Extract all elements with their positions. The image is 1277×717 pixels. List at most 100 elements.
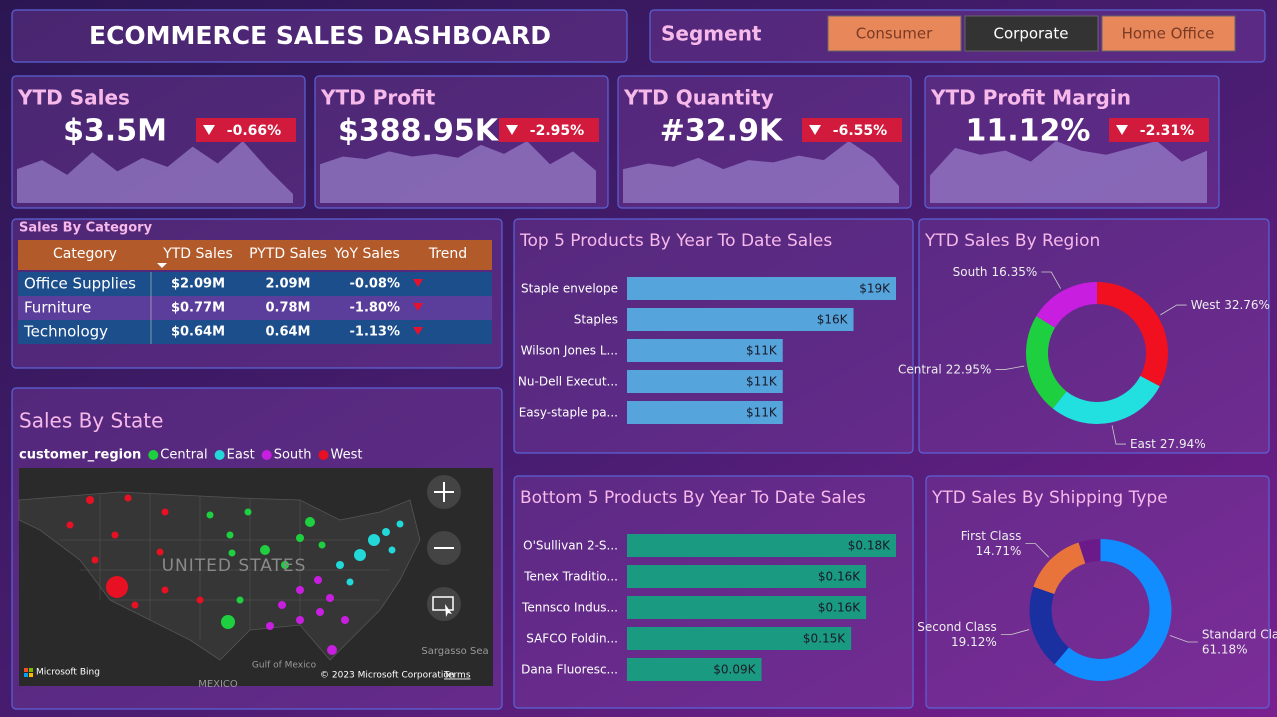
bar-category: Tenex Traditio... [523,570,618,584]
table-cell: -1.80% [350,301,401,316]
bing-logo [24,668,33,677]
slice-name: Central [898,362,942,376]
kpi-change: -2.31% [1140,123,1194,139]
kpi-value: $3.5M [63,114,167,149]
bar [627,565,867,588]
legend-title: customer_region [19,448,141,463]
down-arrow [506,125,518,135]
legend-marker [318,450,329,460]
bar-value-label: $19K [859,282,891,296]
segment-button-label: Corporate [994,25,1069,43]
table-header-bg [18,240,492,270]
map-label: Gulf of Mexico [252,661,317,671]
attribution: © 2023 Microsoft Corporation [320,671,455,681]
slice-label: West 32.76% [1191,298,1270,312]
donut-slice [1033,542,1086,594]
kpi-value: #32.9K [660,114,784,149]
table-row-bg [18,272,492,296]
kpi-value: 11.12% [966,114,1091,149]
bar-category: Tennsco Indus... [521,601,618,615]
table-cell: Furniture [24,299,91,317]
dashboard-title: ECOMMERCE SALES DASHBOARD [89,21,551,50]
legend-label: South [274,448,312,463]
bar-category: Staple envelope [521,282,618,296]
bar [627,277,896,300]
bar [627,658,762,681]
table-cell: -0.08% [350,277,401,292]
bar-value-label: $0.15K [803,632,846,646]
panel [918,218,1270,454]
donut-slice [1054,539,1172,681]
chart-title: Top 5 Products By Year To Date Sales [519,231,832,251]
map-label: MEXICO [198,679,238,690]
table-title: Sales By Category [19,221,153,236]
chart-title: YTD Sales By Region [924,231,1100,251]
kpi-change: -2.95% [530,123,584,139]
trend-arrow [413,327,423,335]
segment-button[interactable]: Home Office [1101,15,1236,52]
slice-value: 22.95% [946,362,992,376]
kpi-badge [499,118,599,142]
map-zoom-out[interactable] [427,531,461,565]
slice-value: 61.18% [1202,642,1248,656]
segment-button[interactable]: Consumer [827,15,962,52]
bar [627,308,854,331]
leader-line [1169,635,1198,643]
map-zoom-in[interactable] [427,475,461,509]
slice-name: First Class [961,529,1022,543]
donut-slice [1036,282,1097,328]
sparkline-area [930,141,1207,203]
kpi-title: YTD Profit [320,86,436,110]
legend-label: West [330,448,362,463]
segment-button-bg [827,15,962,52]
table-row-bg [18,320,492,344]
down-arrow [809,125,821,135]
down-arrow [1116,125,1128,135]
table-header: Category [53,246,117,262]
segment-button-bg [964,15,1099,52]
slice-name: West [1191,298,1221,312]
map-select[interactable] [427,587,461,621]
kpi-title: YTD Profit Margin [930,86,1131,110]
bar [627,401,783,424]
bar-category: Easy-staple pa... [519,406,618,420]
attribution: Microsoft Bing [36,668,100,678]
slice-name: Second Class [917,620,997,634]
map-title: Sales By State [19,409,163,433]
segment-button-label: Consumer [856,25,933,43]
map: UNITED STATES Sargasso Sea Gulf of Mexico M… [18,468,493,690]
chart-title: YTD Sales By Shipping Type [931,488,1168,508]
slice-value: 19.12% [951,635,997,649]
segment-label: Segment [661,22,762,46]
segment-button-label: Home Office [1122,25,1215,43]
sparkline-area [17,141,293,203]
kpi-value: $388.95K [338,114,500,149]
table-cell: Technology [23,323,108,341]
trend-arrow [413,279,423,287]
panel [925,475,1270,709]
table-cell: $2.09M [171,277,225,292]
down-arrow [203,125,215,135]
table-header: YoY Sales [333,246,400,262]
bar-value-label: $11K [746,375,778,389]
bar [627,627,852,650]
table-cell: -1.13% [350,325,401,340]
segment-button-bg [1101,15,1236,52]
kpi-badge [196,118,296,142]
table-header: Trend [428,246,467,262]
bar-value-label: $16K [817,313,849,327]
table-cell: 0.78M [265,301,310,316]
slice-name: Standard Class [1202,627,1277,641]
kpi-title: YTD Sales [17,86,130,110]
bar-value-label: $0.16K [818,601,861,615]
legend-marker [261,450,272,460]
table-cell: $0.77M [171,301,225,316]
attribution-link[interactable]: Terms [443,671,471,681]
leader-line [1111,425,1126,445]
segment-button[interactable]: Corporate [964,15,1099,52]
content: ECOMMERCE SALES DASHBOARD Segment Consumer… [11,9,1277,710]
slice-value: 16.35% [992,265,1038,279]
legend-marker [214,450,225,460]
bar-category: Dana Fluoresc... [521,663,618,677]
